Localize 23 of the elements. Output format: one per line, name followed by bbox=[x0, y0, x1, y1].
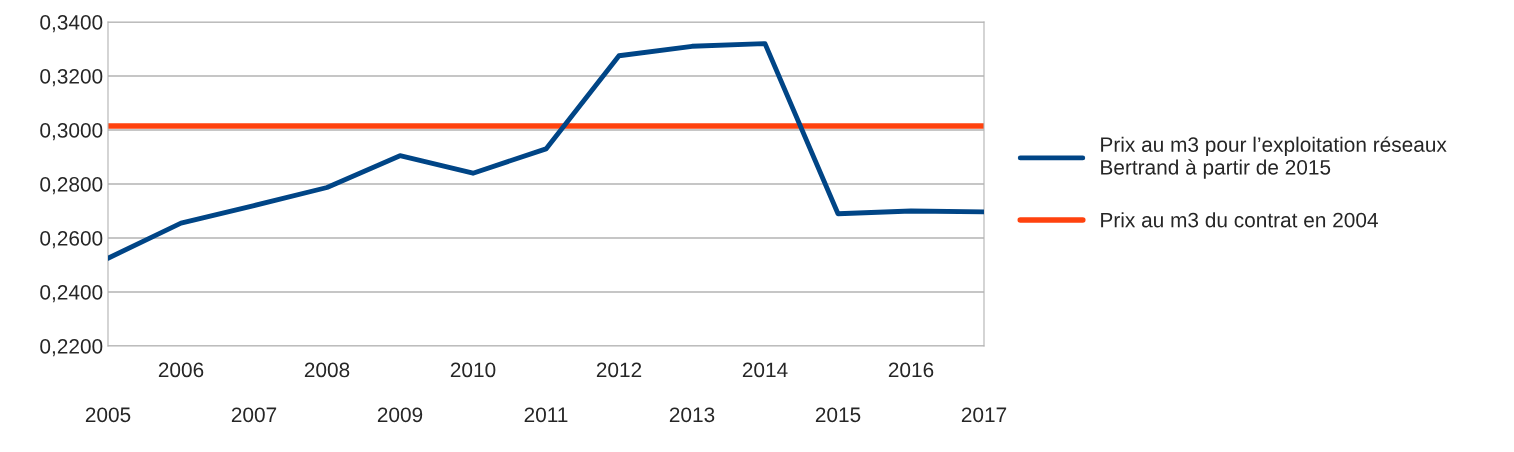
x-tick-label: 2005 bbox=[85, 407, 131, 423]
x-tick-label: 2008 bbox=[304, 362, 350, 378]
x-tick-label: 2017 bbox=[961, 407, 1007, 423]
y-tick-label: 0,2800 bbox=[40, 177, 103, 195]
x-tick-label: 2006 bbox=[158, 362, 204, 378]
x-tick-label: 2013 bbox=[669, 407, 715, 423]
x-tick-label: 2016 bbox=[888, 362, 934, 378]
x-tick-label: 2014 bbox=[742, 362, 788, 378]
x-tick-label: 2015 bbox=[815, 407, 861, 423]
y-tick-label: 0,2400 bbox=[40, 285, 103, 303]
y-tick-label: 0,2600 bbox=[40, 231, 103, 249]
legend-label: Prix au m3 du contrat en 2004 bbox=[1101, 212, 1378, 228]
y-tick-label: 0,2200 bbox=[40, 339, 103, 357]
y-tick-label: 0,3200 bbox=[40, 69, 103, 87]
x-tick-label: 2007 bbox=[231, 407, 277, 423]
x-tick-label: 2011 bbox=[524, 407, 568, 423]
legend-label: Prix au m3 pour l’exploitation réseaux Bertrand à partir de 2015 bbox=[1101, 136, 1447, 179]
x-tick-label: 2010 bbox=[450, 362, 496, 378]
line-series bbox=[108, 41, 984, 261]
x-tick-label: 2012 bbox=[596, 362, 642, 378]
y-tick-label: 0,3400 bbox=[40, 15, 103, 33]
x-tick-label: 2009 bbox=[377, 407, 423, 423]
y-tick-label: 0,3000 bbox=[40, 123, 103, 141]
